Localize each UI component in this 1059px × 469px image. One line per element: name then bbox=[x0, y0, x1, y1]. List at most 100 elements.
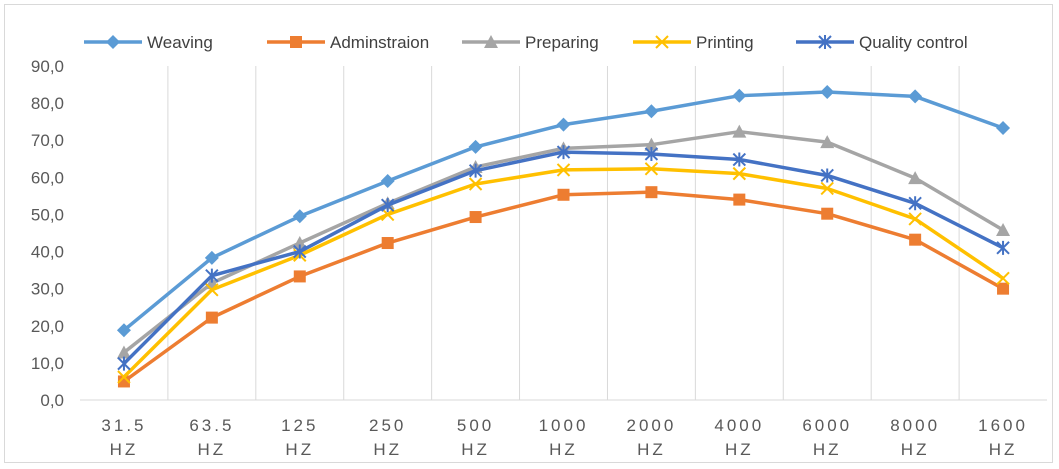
data-point bbox=[205, 283, 219, 297]
data-point bbox=[644, 137, 659, 151]
data-point bbox=[380, 174, 395, 189]
series-preparing bbox=[116, 124, 1011, 359]
chart-area bbox=[4, 4, 1053, 463]
data-point bbox=[732, 88, 747, 103]
data-point bbox=[556, 145, 571, 160]
y-tick-label: 0,0 bbox=[40, 391, 64, 410]
y-tick-label: 30,0 bbox=[31, 280, 64, 299]
data-point bbox=[468, 177, 483, 191]
data-point bbox=[116, 323, 131, 338]
legend: Weaving Adminstraion Preparing Printing Qual… bbox=[84, 33, 968, 52]
y-tick-label: 70,0 bbox=[31, 131, 64, 150]
data-point bbox=[557, 188, 570, 201]
data-point bbox=[293, 270, 306, 283]
data-point bbox=[644, 104, 659, 119]
data-point bbox=[468, 139, 483, 154]
data-point bbox=[996, 120, 1011, 135]
data-point bbox=[469, 211, 482, 224]
legend-label: Preparing bbox=[525, 33, 599, 52]
series-quality-control bbox=[117, 145, 1010, 371]
x-tick-label: 8000 bbox=[890, 416, 940, 435]
data-point bbox=[205, 311, 218, 324]
data-point bbox=[820, 181, 834, 196]
data-point bbox=[908, 212, 922, 226]
data-point bbox=[117, 370, 131, 384]
x-tick-unit: HZ bbox=[373, 440, 402, 459]
y-tick-label: 90,0 bbox=[31, 57, 64, 76]
x-tick-label: 1600 bbox=[978, 416, 1028, 435]
y-tick-label: 80,0 bbox=[31, 94, 64, 113]
x-tick-label: 250 bbox=[369, 416, 406, 435]
x-tick-label: 6000 bbox=[802, 416, 852, 435]
data-point bbox=[908, 89, 923, 104]
data-point bbox=[821, 207, 834, 220]
x-tick-label: 4000 bbox=[714, 416, 764, 435]
y-axis: 0,0 10,0 20,0 30,0 40,0 50,0 60,0 70,0 80,0 90,0 bbox=[31, 57, 64, 410]
data-point bbox=[117, 356, 131, 371]
legend-marker bbox=[106, 35, 120, 49]
data-point bbox=[292, 209, 307, 224]
data-point bbox=[732, 166, 747, 181]
series-weaving bbox=[116, 84, 1011, 338]
data-point bbox=[997, 282, 1010, 295]
x-axis: 31.5 HZ 63.5 HZ 125 HZ 250 HZ 500 HZ 1000 HZ 2000 HZ 4… bbox=[101, 416, 1028, 459]
data-point bbox=[820, 84, 835, 99]
data-point bbox=[205, 268, 219, 283]
x-tick-label: 500 bbox=[457, 416, 494, 435]
x-tick-label: 2000 bbox=[626, 416, 676, 435]
data-point bbox=[732, 124, 747, 138]
data-point bbox=[556, 163, 571, 177]
data-point bbox=[908, 196, 922, 211]
data-point bbox=[644, 146, 659, 161]
data-point bbox=[468, 163, 483, 178]
gridlines bbox=[167, 66, 960, 400]
data-point bbox=[644, 162, 659, 176]
series-printing bbox=[117, 162, 1010, 384]
x-tick-label: 63.5 bbox=[189, 416, 234, 435]
x-tick-unit: HZ bbox=[461, 440, 490, 459]
x-tick-label: 125 bbox=[281, 416, 318, 435]
x-tick-unit: HZ bbox=[725, 440, 754, 459]
data-point bbox=[292, 236, 307, 250]
y-tick-label: 50,0 bbox=[31, 205, 64, 224]
data-point bbox=[733, 193, 746, 206]
series-adminstraion bbox=[117, 186, 1010, 388]
x-tick-unit: HZ bbox=[549, 440, 578, 459]
legend-label: Printing bbox=[696, 33, 754, 52]
legend-label: Weaving bbox=[147, 33, 213, 52]
y-tick-label: 40,0 bbox=[31, 243, 64, 262]
x-tick-unit: HZ bbox=[285, 440, 314, 459]
data-point bbox=[381, 237, 394, 250]
data-point bbox=[204, 250, 219, 265]
data-point bbox=[820, 168, 834, 183]
x-tick-unit: HZ bbox=[110, 440, 139, 459]
legend-marker bbox=[655, 35, 669, 49]
x-tick-unit: HZ bbox=[901, 440, 930, 459]
x-tick-unit: HZ bbox=[637, 440, 666, 459]
data-point bbox=[908, 171, 923, 185]
data-point bbox=[556, 117, 571, 132]
data-point bbox=[380, 198, 395, 213]
x-tick-unit: HZ bbox=[198, 440, 227, 459]
data-point bbox=[820, 135, 835, 149]
legend-label: Quality control bbox=[859, 33, 968, 52]
data-point bbox=[909, 233, 922, 246]
data-point bbox=[732, 152, 747, 167]
data-point bbox=[996, 223, 1011, 237]
x-tick-label: 31.5 bbox=[101, 416, 146, 435]
data-point bbox=[645, 186, 658, 199]
y-tick-label: 10,0 bbox=[31, 354, 64, 373]
y-tick-label: 20,0 bbox=[31, 317, 64, 336]
x-tick-unit: HZ bbox=[813, 440, 842, 459]
legend-marker bbox=[290, 36, 302, 48]
data-point bbox=[996, 240, 1010, 255]
x-tick-label: 1000 bbox=[539, 416, 589, 435]
data-point bbox=[293, 244, 307, 259]
data-point bbox=[117, 375, 130, 388]
x-tick-unit: HZ bbox=[989, 440, 1018, 459]
legend-label: Adminstraion bbox=[330, 33, 429, 52]
legend-marker bbox=[818, 35, 832, 49]
data-point bbox=[996, 271, 1010, 285]
y-tick-label: 60,0 bbox=[31, 168, 64, 187]
